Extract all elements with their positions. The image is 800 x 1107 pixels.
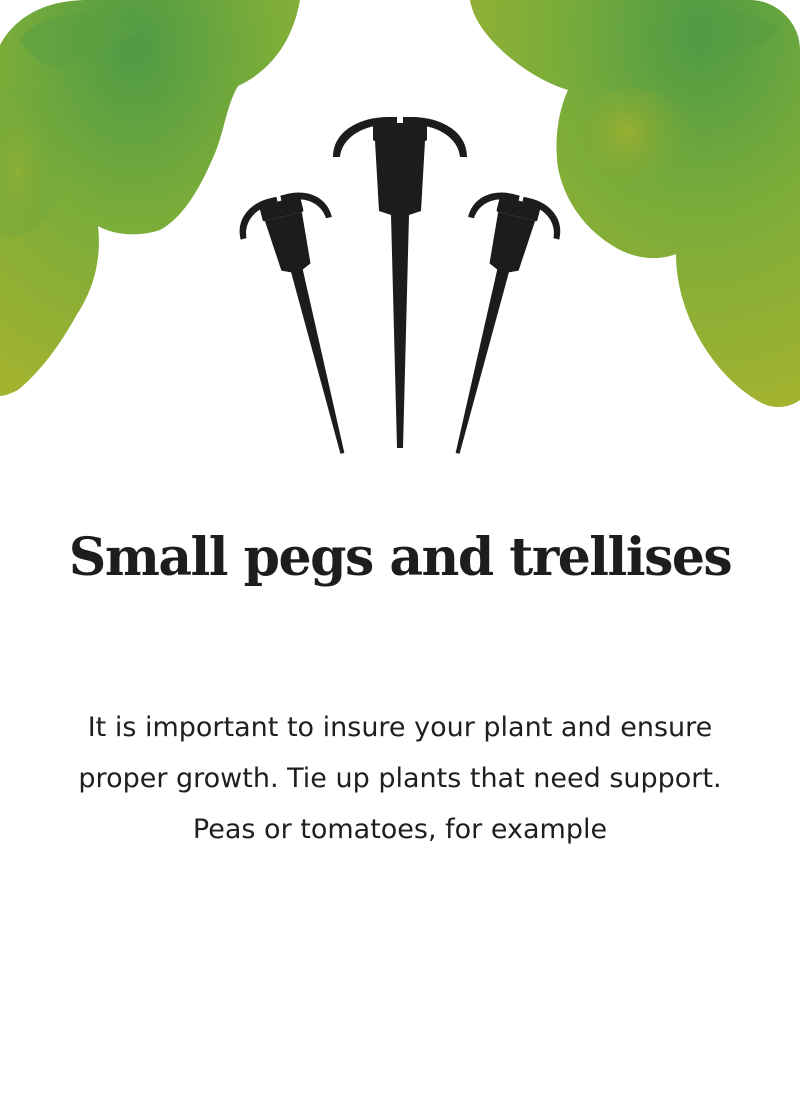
peg-center-icon [333, 117, 467, 448]
card-description: It is important to insure your plant and… [78, 712, 722, 845]
left-leafy-bush-icon [0, 0, 300, 396]
peg-right-icon [455, 192, 561, 454]
right-leafy-bush-icon [470, 0, 800, 407]
card-title: Small pegs and trellises [68, 527, 733, 588]
garden-pegs-icon [239, 117, 561, 454]
peg-left-icon [239, 192, 345, 454]
